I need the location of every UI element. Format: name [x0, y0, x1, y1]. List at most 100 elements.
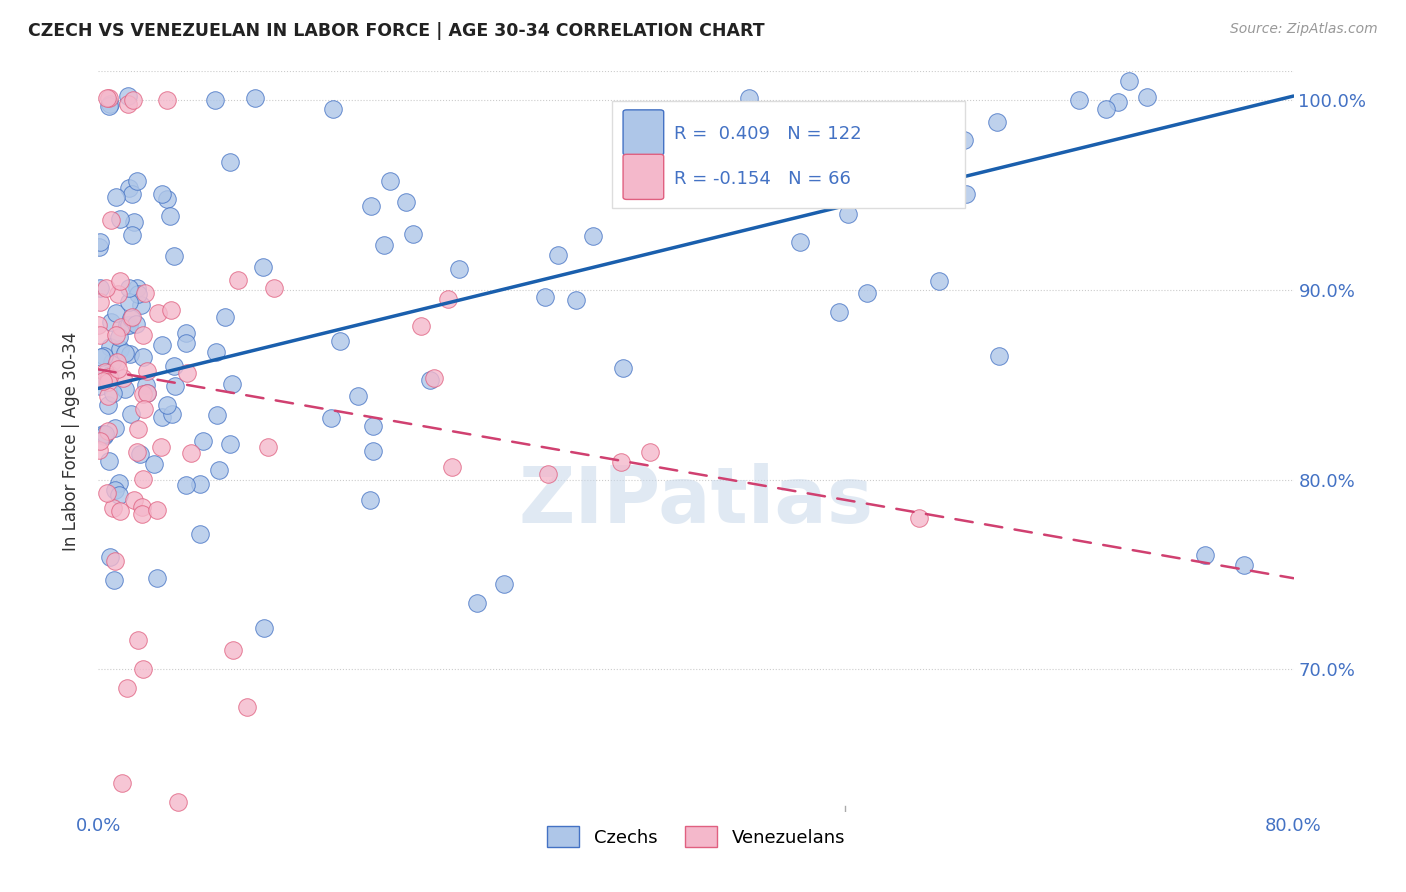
Point	[96, 91, 118, 105]
Point	[105, 355, 128, 369]
Point	[221, 377, 243, 392]
Point	[612, 360, 634, 375]
Point	[127, 444, 149, 458]
Point	[127, 281, 149, 295]
Point	[252, 260, 274, 275]
Point	[638, 445, 661, 459]
Point	[127, 632, 149, 647]
Point	[135, 385, 157, 400]
Point	[166, 795, 188, 809]
Point	[97, 454, 120, 468]
Point	[204, 93, 226, 107]
Point	[114, 345, 136, 359]
Point	[253, 621, 276, 635]
Point	[118, 318, 141, 332]
Point	[136, 386, 159, 401]
Point	[117, 89, 139, 103]
Point	[263, 281, 285, 295]
Point	[97, 398, 120, 412]
Point	[738, 91, 761, 105]
Point	[93, 429, 115, 443]
Point	[163, 249, 186, 263]
Point	[107, 362, 129, 376]
Point	[108, 504, 131, 518]
Point	[93, 365, 115, 379]
Point	[94, 427, 117, 442]
Point	[101, 501, 124, 516]
Text: ZIPatlas: ZIPatlas	[519, 463, 873, 539]
FancyBboxPatch shape	[623, 154, 664, 200]
Point	[98, 549, 121, 564]
Point	[163, 379, 186, 393]
Point	[124, 317, 146, 331]
Point	[1118, 74, 1140, 88]
Point	[148, 305, 170, 319]
Point	[828, 304, 851, 318]
Point	[219, 437, 242, 451]
Point	[120, 407, 142, 421]
Point	[108, 274, 131, 288]
Point	[132, 387, 155, 401]
Point	[789, 235, 811, 250]
Point	[100, 368, 122, 383]
Point	[120, 311, 142, 326]
Point	[564, 293, 586, 308]
Point	[321, 411, 343, 425]
Point	[121, 187, 143, 202]
Point	[98, 340, 121, 354]
Point	[322, 103, 344, 117]
Point	[121, 227, 143, 242]
Point	[1233, 558, 1256, 572]
Point	[97, 375, 120, 389]
Point	[160, 407, 183, 421]
Point	[257, 440, 280, 454]
Point	[108, 488, 131, 502]
Point	[1107, 95, 1129, 109]
Point	[132, 350, 155, 364]
Point	[98, 96, 121, 111]
Point	[953, 133, 976, 147]
Point	[163, 359, 186, 373]
Point	[988, 349, 1011, 363]
Point	[118, 280, 141, 294]
Point	[735, 131, 758, 145]
Point	[108, 342, 131, 356]
Point	[136, 364, 159, 378]
Point	[104, 421, 127, 435]
Point	[104, 189, 127, 203]
Point	[91, 375, 114, 389]
Point	[928, 273, 950, 287]
Point	[347, 389, 370, 403]
Point	[107, 475, 129, 490]
Point	[96, 486, 118, 500]
Point	[110, 320, 132, 334]
Point	[98, 91, 121, 105]
Point	[98, 370, 121, 384]
Point	[131, 508, 153, 522]
Point	[373, 238, 395, 252]
Point	[120, 347, 142, 361]
Point	[89, 434, 111, 448]
Point	[449, 262, 471, 277]
Point	[103, 574, 125, 588]
Text: Source: ZipAtlas.com: Source: ZipAtlas.com	[1230, 22, 1378, 37]
Point	[118, 181, 141, 195]
Point	[96, 365, 118, 379]
Point	[160, 302, 183, 317]
Legend: Czechs, Venezuelans: Czechs, Venezuelans	[540, 819, 852, 855]
Point	[101, 355, 124, 369]
Point	[537, 467, 560, 482]
Point	[134, 402, 156, 417]
Point	[329, 334, 352, 349]
Point	[441, 460, 464, 475]
Point	[132, 328, 155, 343]
Point	[150, 409, 173, 424]
Point	[174, 477, 197, 491]
Point	[1069, 93, 1091, 107]
Point	[533, 290, 555, 304]
Point	[145, 503, 167, 517]
Point	[122, 493, 145, 508]
Point	[159, 210, 181, 224]
Point	[115, 318, 138, 333]
FancyBboxPatch shape	[613, 101, 965, 209]
